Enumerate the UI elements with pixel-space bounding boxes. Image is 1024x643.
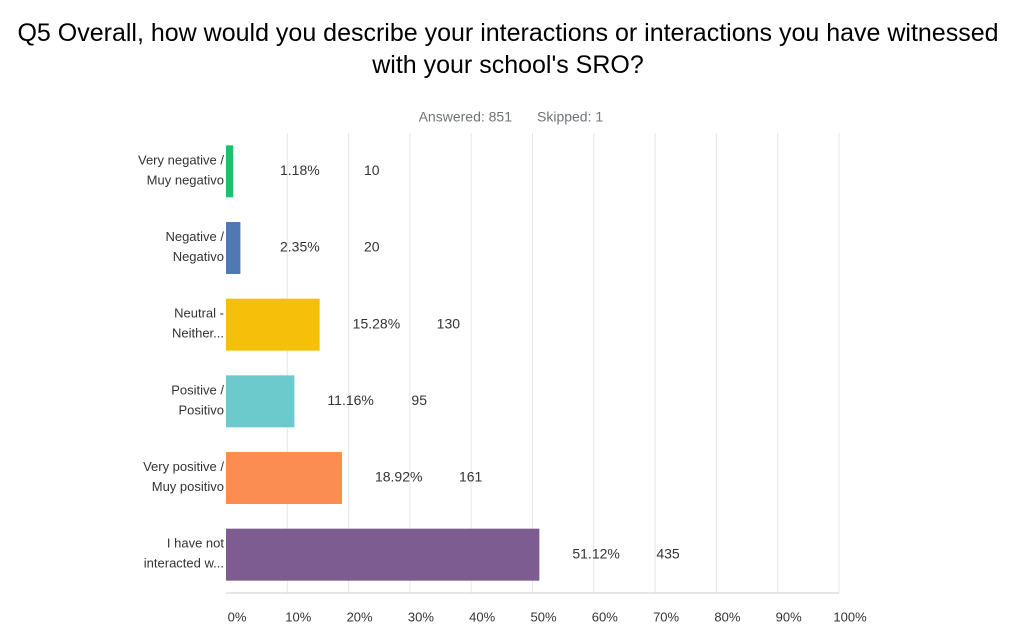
x-tick-label: 100%: [833, 609, 867, 624]
category-label: I have not interacted w...: [144, 536, 225, 571]
x-tick-label: 0%: [228, 609, 247, 624]
bar: [226, 298, 320, 351]
category-label: Very positive / Muy positivo: [143, 459, 224, 494]
skipped: Skipped: 1: [537, 109, 603, 125]
count-label: 95: [411, 392, 427, 408]
data-label: 2.35%: [280, 239, 320, 255]
category-label: Neutral -Neither...: [172, 306, 224, 341]
data-label: 1.18%: [280, 162, 320, 178]
data-label: 18.92%: [375, 469, 422, 485]
x-tick-label: 70%: [653, 609, 679, 624]
x-tick-label: 40%: [469, 609, 495, 624]
category-label: Negative / Negativo: [165, 229, 224, 264]
x-tick-label: 80%: [714, 609, 740, 624]
data-label: 51.12%: [572, 545, 619, 561]
answered: Answered: 851: [419, 109, 513, 125]
x-tick-label: 30%: [408, 609, 434, 624]
data-label: 15.28%: [353, 315, 400, 331]
data-label: 11.16%: [327, 392, 373, 408]
x-tick-label: 10%: [285, 609, 311, 624]
count-label: 161: [459, 469, 483, 485]
bar: [226, 375, 295, 428]
x-tick-label: 50%: [530, 609, 556, 624]
count-label: 435: [656, 545, 680, 561]
bar: [226, 452, 342, 504]
count-label: 20: [364, 239, 380, 255]
category-label: Very negative / Muy negativo: [138, 153, 224, 188]
x-tick-label: 60%: [592, 609, 618, 624]
count-label: 130: [437, 315, 461, 331]
count-label: 10: [364, 162, 380, 178]
x-tick-label: 20%: [347, 609, 373, 624]
chart-title: Q5 Overall, how would you describe your …: [17, 19, 998, 79]
category-label: Positive / Positivo: [171, 383, 224, 418]
x-tick-label: 90%: [776, 609, 802, 624]
bar: [226, 222, 241, 274]
bar: [226, 528, 540, 581]
bar: [226, 145, 234, 198]
